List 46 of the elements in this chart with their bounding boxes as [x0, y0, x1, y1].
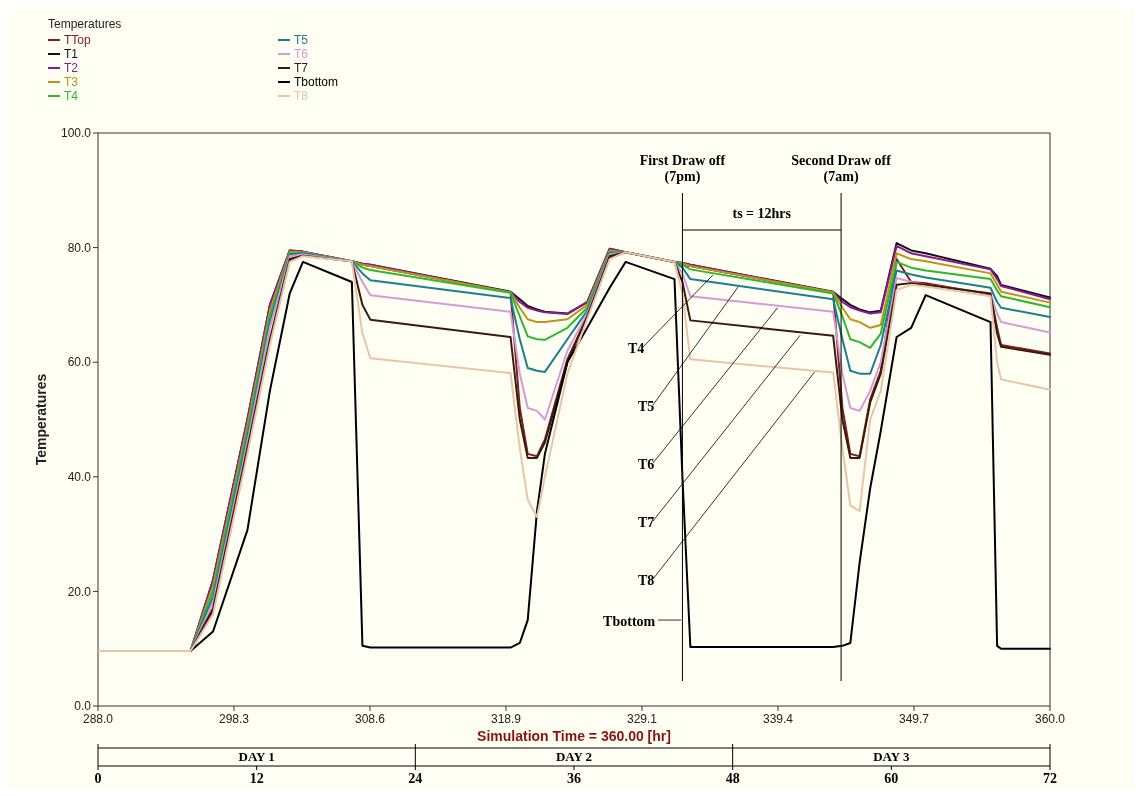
x2-tick-label: 36 — [567, 771, 581, 786]
annotation: T6 — [638, 457, 655, 472]
x2-tick-label: 0 — [94, 771, 102, 786]
y-tick-label: 60.0 — [67, 355, 92, 370]
annotation: ts = 12hrs — [732, 206, 792, 221]
y-tick-label: 80.0 — [67, 240, 92, 255]
legend-label: T7 — [294, 61, 309, 75]
legend-label: T2 — [64, 61, 79, 75]
x-axis-title: Simulation Time = 360.00 [hr] — [477, 728, 671, 744]
x-tick-label: 329.1 — [626, 712, 658, 726]
legend-label: T5 — [294, 33, 309, 47]
ref-line-label: First Draw off (7pm) — [639, 153, 726, 185]
legend-title: Temperatures — [48, 17, 122, 31]
x2-tick-label: 12 — [249, 771, 264, 786]
x-tick-label: 298.3 — [218, 712, 250, 726]
y-axis-title: Temperatures — [33, 373, 49, 466]
text: DAY 1 — [238, 749, 275, 764]
y-tick-label: 0.0 — [74, 699, 92, 714]
annotation: T7 — [638, 515, 655, 530]
x2-tick-label: 72 — [1043, 771, 1057, 786]
legend-label: T4 — [64, 89, 79, 103]
y-tick-label: 100.0 — [60, 126, 92, 141]
x-tick-label: 349.7 — [898, 712, 930, 726]
x-tick-label: 339.4 — [762, 712, 794, 726]
x2-tick-label: 24 — [408, 771, 423, 786]
x-tick-label: 318.9 — [490, 712, 522, 726]
x2-tick-label: 48 — [725, 771, 740, 786]
y-tick-label: 20.0 — [67, 584, 92, 599]
annotation: T8 — [638, 573, 655, 588]
x-tick-label: 360.0 — [1034, 712, 1066, 726]
annotation: T5 — [638, 399, 655, 414]
ref-line-label: Second Draw off (7am) — [791, 153, 892, 185]
x2-tick-label: 60 — [884, 771, 899, 786]
annotation: Tbottom — [603, 614, 656, 630]
legend-label: T3 — [64, 75, 79, 89]
legend-label: TTop — [64, 33, 91, 47]
legend-label: T1 — [64, 47, 79, 61]
y-tick-label: 40.0 — [67, 470, 92, 484]
legend-label: T6 — [294, 47, 309, 61]
text: DAY 3 — [873, 749, 910, 764]
legend-label: Tbottom — [294, 75, 339, 89]
text: DAY 2 — [555, 749, 593, 764]
annotation: T4 — [628, 341, 645, 356]
x-tick-label: 308.6 — [354, 712, 386, 726]
x-tick-label: 288.0 — [82, 712, 114, 726]
legend-label: T8 — [294, 89, 309, 103]
